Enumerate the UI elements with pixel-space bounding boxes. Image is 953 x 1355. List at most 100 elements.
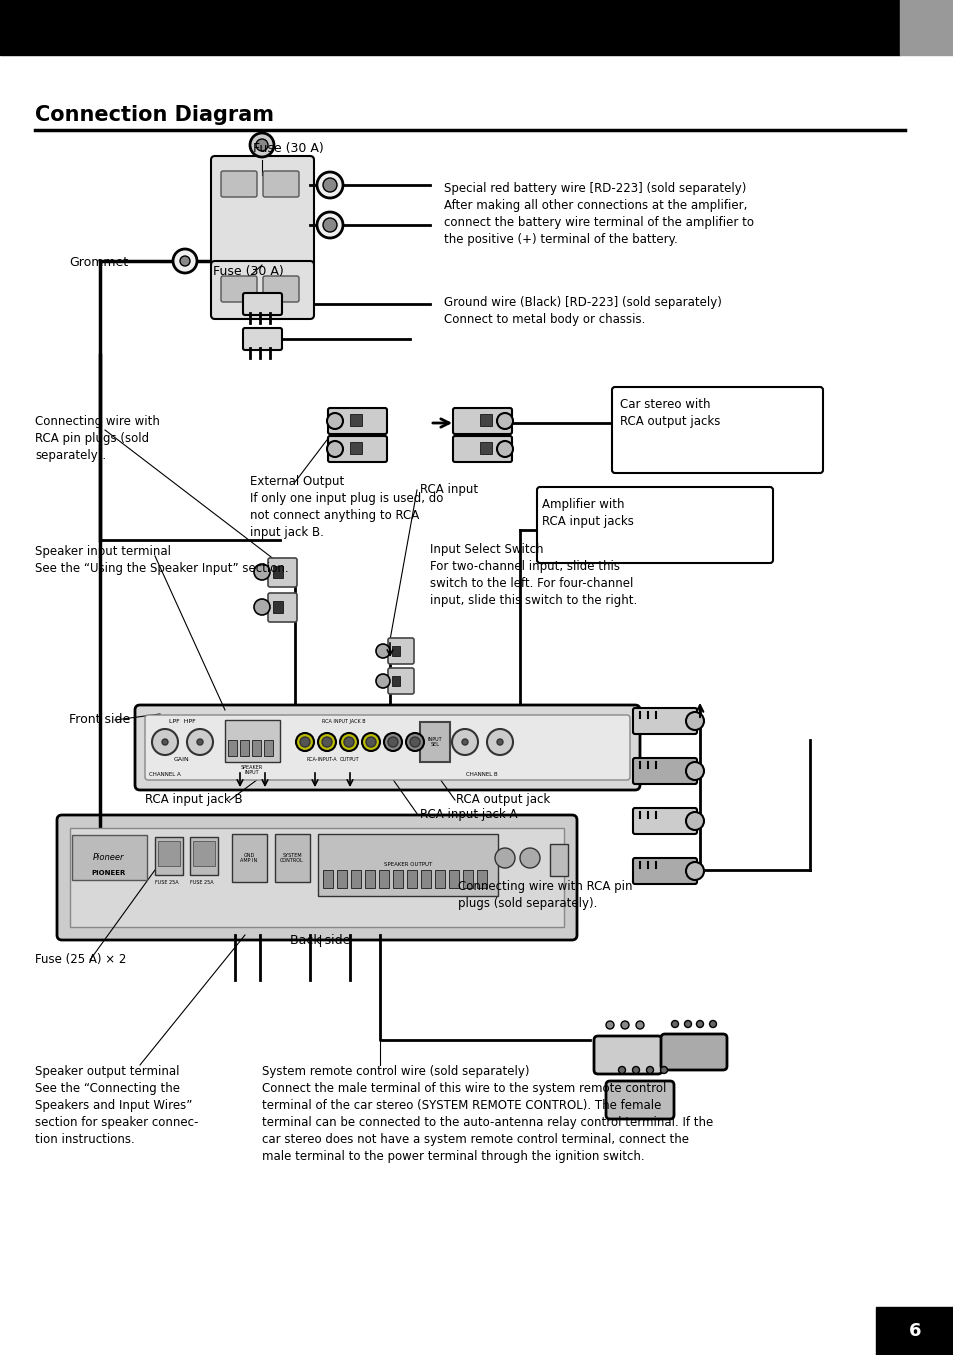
Text: SPEAKER
INPUT: SPEAKER INPUT: [240, 764, 263, 775]
Circle shape: [685, 762, 703, 780]
Text: Amplifier with
RCA input jacks: Amplifier with RCA input jacks: [541, 499, 633, 528]
Text: SPEAKER OUTPUT: SPEAKER OUTPUT: [383, 863, 432, 867]
Text: Car stereo with
RCA output jacks: Car stereo with RCA output jacks: [619, 398, 720, 428]
Bar: [351, 870, 360, 888]
Text: Back side: Back side: [290, 934, 350, 947]
Circle shape: [375, 644, 390, 659]
FancyBboxPatch shape: [633, 808, 697, 833]
Circle shape: [375, 673, 390, 688]
Circle shape: [162, 738, 168, 745]
Text: GAIN: GAIN: [174, 757, 190, 763]
FancyBboxPatch shape: [388, 638, 414, 664]
FancyBboxPatch shape: [145, 715, 629, 780]
Bar: [323, 870, 333, 888]
Circle shape: [452, 729, 477, 755]
Circle shape: [295, 733, 314, 751]
Text: 6: 6: [908, 1322, 921, 1340]
FancyBboxPatch shape: [388, 668, 414, 694]
Text: Speaker input terminal
See the “Using the Speaker Input” section.: Speaker input terminal See the “Using th…: [35, 545, 289, 575]
Circle shape: [253, 564, 270, 580]
FancyBboxPatch shape: [263, 276, 298, 302]
FancyBboxPatch shape: [612, 388, 822, 473]
Circle shape: [497, 440, 513, 457]
FancyBboxPatch shape: [453, 408, 512, 434]
Circle shape: [618, 1066, 625, 1073]
FancyBboxPatch shape: [605, 1081, 673, 1119]
Bar: [70, 828, 563, 927]
Bar: [420, 870, 431, 888]
Circle shape: [659, 1066, 667, 1073]
Circle shape: [410, 737, 419, 747]
Bar: [336, 870, 347, 888]
Circle shape: [180, 256, 190, 266]
Text: SYSTEM
CONTROL: SYSTEM CONTROL: [280, 852, 304, 863]
Circle shape: [361, 733, 379, 751]
Bar: [0, 0, 899, 56]
Circle shape: [323, 178, 336, 192]
Bar: [479, 442, 492, 454]
Text: GND
AMP IN: GND AMP IN: [240, 852, 257, 863]
FancyBboxPatch shape: [221, 276, 256, 302]
Text: RCA-INPUT-A: RCA-INPUT-A: [306, 757, 337, 763]
Text: Connecting wire with
RCA pin plugs (sold
separately).: Connecting wire with RCA pin plugs (sold…: [35, 415, 160, 462]
Circle shape: [327, 413, 343, 430]
Bar: [190, 837, 218, 875]
Text: FUSE 25A: FUSE 25A: [154, 879, 178, 885]
Circle shape: [486, 729, 513, 755]
Bar: [479, 415, 492, 425]
Text: Connection Diagram: Connection Diagram: [35, 104, 274, 125]
Circle shape: [620, 1022, 628, 1028]
Bar: [392, 676, 399, 686]
Text: System remote control wire (sold separately)
Connect the male terminal of this w: System remote control wire (sold separat…: [262, 1065, 713, 1163]
Bar: [350, 442, 361, 454]
FancyBboxPatch shape: [453, 436, 512, 462]
Circle shape: [323, 218, 336, 232]
Circle shape: [299, 737, 310, 747]
Text: Input Select Switch
For two-channel input, slide this
switch to the left. For fo: Input Select Switch For two-channel inpu…: [430, 543, 637, 607]
Circle shape: [685, 711, 703, 730]
Text: CHANNEL A: CHANNEL A: [149, 772, 181, 778]
Bar: [393, 870, 402, 888]
Circle shape: [696, 1020, 702, 1027]
Circle shape: [253, 599, 270, 615]
Text: Fuse (30 A): Fuse (30 A): [253, 142, 323, 154]
Text: Connecting wire with RCA pin
plugs (sold separately).: Connecting wire with RCA pin plugs (sold…: [457, 879, 632, 911]
Bar: [240, 740, 249, 756]
FancyBboxPatch shape: [594, 1037, 661, 1075]
Bar: [71, 835, 147, 879]
Bar: [392, 646, 399, 656]
Text: Front side: Front side: [69, 714, 131, 726]
Circle shape: [250, 133, 274, 157]
FancyBboxPatch shape: [211, 156, 314, 270]
FancyBboxPatch shape: [660, 1034, 726, 1070]
Circle shape: [187, 729, 213, 755]
Circle shape: [316, 211, 343, 238]
FancyBboxPatch shape: [328, 408, 387, 434]
Bar: [228, 740, 236, 756]
Circle shape: [632, 1066, 639, 1073]
Bar: [252, 740, 261, 756]
Text: Ground wire (Black) [RD-223] (sold separately)
Connect to metal body or chassis.: Ground wire (Black) [RD-223] (sold separ…: [443, 295, 721, 327]
Circle shape: [685, 862, 703, 879]
Text: OUTPUT: OUTPUT: [340, 757, 359, 763]
Circle shape: [366, 737, 375, 747]
Bar: [273, 566, 283, 579]
Circle shape: [327, 440, 343, 457]
FancyBboxPatch shape: [537, 486, 772, 562]
FancyBboxPatch shape: [633, 858, 697, 883]
Bar: [462, 870, 473, 888]
Circle shape: [646, 1066, 653, 1073]
Text: External Output
If only one input plug is used, do
not connect anything to RCA
i: External Output If only one input plug i…: [250, 476, 443, 539]
Bar: [435, 870, 444, 888]
Bar: [158, 841, 180, 866]
Bar: [449, 870, 458, 888]
FancyBboxPatch shape: [243, 328, 282, 350]
FancyBboxPatch shape: [328, 436, 387, 462]
Text: Special red battery wire [RD-223] (sold separately)
After making all other conne: Special red battery wire [RD-223] (sold …: [443, 182, 753, 247]
Bar: [225, 720, 280, 762]
Bar: [232, 833, 267, 882]
FancyBboxPatch shape: [57, 814, 577, 940]
Text: INPUT
SEL: INPUT SEL: [427, 737, 442, 748]
Bar: [419, 722, 450, 762]
FancyBboxPatch shape: [633, 709, 697, 734]
